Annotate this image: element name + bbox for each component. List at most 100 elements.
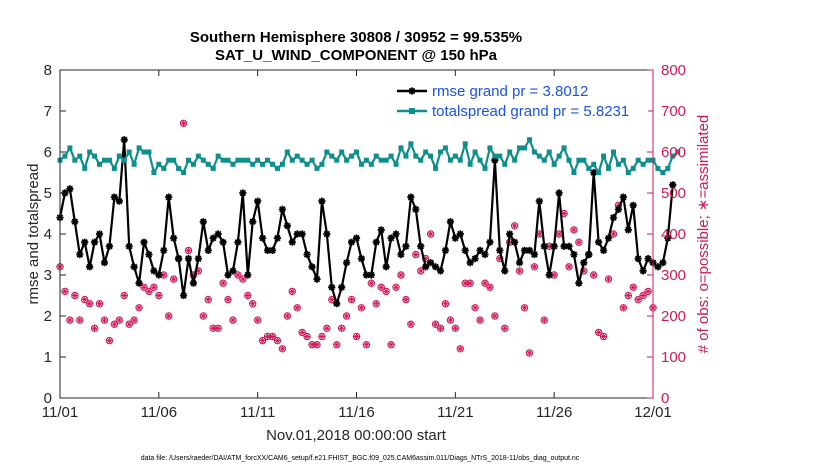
obs-possible-marker xyxy=(135,304,143,312)
rmse-point xyxy=(150,267,158,275)
totalspread-point xyxy=(660,170,666,175)
obs-possible-marker xyxy=(436,324,445,332)
rmse-point xyxy=(427,259,435,267)
obs-assimilated-marker xyxy=(180,120,187,127)
totalspread-point xyxy=(82,165,88,171)
obs-possible-marker xyxy=(491,312,499,320)
rmse-point xyxy=(590,168,598,177)
y-left-tick-label: 0 xyxy=(44,390,52,407)
rmse-point xyxy=(535,197,543,205)
totalspread-point xyxy=(581,157,587,163)
rmse-point xyxy=(259,234,267,242)
obs-possible-marker xyxy=(224,295,232,304)
rmse-point xyxy=(595,238,603,246)
y-right-tick-label: 600 xyxy=(661,144,686,161)
obs-possible-marker xyxy=(619,304,628,312)
obs-possible-marker xyxy=(599,332,608,341)
y-left-tick-label: 7 xyxy=(44,103,52,120)
obs-assimilated-marker xyxy=(71,292,78,299)
obs-possible-marker xyxy=(239,275,247,283)
x-tick-label: 11/26 xyxy=(536,404,572,421)
obs-assimilated-marker xyxy=(541,317,548,324)
totalspread-point xyxy=(566,157,572,163)
obs-assimilated-marker xyxy=(200,313,207,319)
totalspread-point xyxy=(324,149,330,155)
obs-assimilated-marker xyxy=(239,276,246,283)
rmse-point xyxy=(130,263,138,271)
totalspread-point xyxy=(136,145,142,151)
rmse-point xyxy=(81,238,89,246)
totalspread-point xyxy=(526,137,532,143)
rmse-point xyxy=(209,234,217,242)
totalspread-point xyxy=(299,157,305,163)
y-left-tick-label: 5 xyxy=(44,185,52,202)
rmse-point xyxy=(175,255,183,263)
rmse-point xyxy=(441,246,450,254)
y-left-tick-label: 3 xyxy=(44,267,52,284)
obs-assimilated-marker xyxy=(304,333,311,340)
totalspread-point xyxy=(428,153,434,159)
rmse-point xyxy=(313,275,321,283)
obs-assimilated-marker xyxy=(353,333,360,340)
obs-possible-marker xyxy=(624,291,632,300)
obs-assimilated-marker xyxy=(121,292,128,299)
obs-possible-marker xyxy=(451,324,460,332)
obs-assimilated-marker xyxy=(234,272,241,278)
obs-possible-marker xyxy=(476,316,484,324)
obs-assimilated-marker xyxy=(580,267,587,274)
rmse-point xyxy=(303,250,311,259)
obs-possible-marker xyxy=(501,324,509,332)
obs-assimilated-marker xyxy=(145,288,152,295)
rmse-point xyxy=(229,267,237,275)
rmse-point xyxy=(249,218,257,226)
obs-possible-marker xyxy=(604,275,613,283)
obs-possible-marker xyxy=(639,291,647,300)
obs-assimilated-marker xyxy=(111,321,118,328)
rmse-point xyxy=(239,189,247,197)
totalspread-point xyxy=(121,157,127,163)
totalspread-point xyxy=(151,170,157,175)
totalspread-point xyxy=(205,161,211,167)
totalspread-point xyxy=(502,161,508,167)
rmse-point xyxy=(412,205,420,213)
obs-possible-marker xyxy=(258,336,267,345)
obs-possible-marker xyxy=(115,316,124,324)
totalspread-point xyxy=(438,149,444,155)
rmse-point xyxy=(515,259,524,267)
obs-assimilated-marker xyxy=(570,226,577,233)
obs-possible-marker xyxy=(456,345,464,353)
plot-area xyxy=(60,70,653,398)
totalspread-point xyxy=(131,161,137,167)
obs-possible-marker xyxy=(288,287,296,296)
rmse-point xyxy=(486,238,494,246)
totalspread-point xyxy=(556,153,562,159)
obs-possible-marker xyxy=(199,312,208,320)
rmse-point xyxy=(179,291,188,300)
obs-assimilated-marker xyxy=(422,255,429,262)
obs-assimilated-marker xyxy=(620,304,627,311)
obs-possible-marker xyxy=(486,283,494,291)
x-tick-label: 11/11 xyxy=(240,404,275,421)
totalspread-point xyxy=(284,149,290,155)
obs-assimilated-marker xyxy=(496,255,503,262)
totalspread-point xyxy=(615,161,621,167)
y-right-tick-label: 200 xyxy=(661,308,686,325)
rmse-point xyxy=(540,242,548,250)
y-left-tick-label: 4 xyxy=(44,226,52,243)
obs-possible-marker xyxy=(90,324,99,332)
x-tick-label: 11/16 xyxy=(338,404,374,421)
obs-assimilated-marker xyxy=(348,296,355,303)
obs-assimilated-marker xyxy=(136,304,143,311)
rmse-point xyxy=(293,230,301,238)
rmse-point xyxy=(189,279,198,287)
totalspread-point xyxy=(447,157,453,163)
totalspread-point xyxy=(363,157,369,163)
obs-possible-marker xyxy=(352,332,361,341)
totalspread-point xyxy=(62,153,68,159)
obs-assimilated-marker xyxy=(640,292,647,299)
totalspread-point xyxy=(181,170,187,175)
obs-assimilated-marker xyxy=(610,231,617,237)
totalspread-point xyxy=(260,161,266,167)
totalspread-point xyxy=(541,157,547,163)
